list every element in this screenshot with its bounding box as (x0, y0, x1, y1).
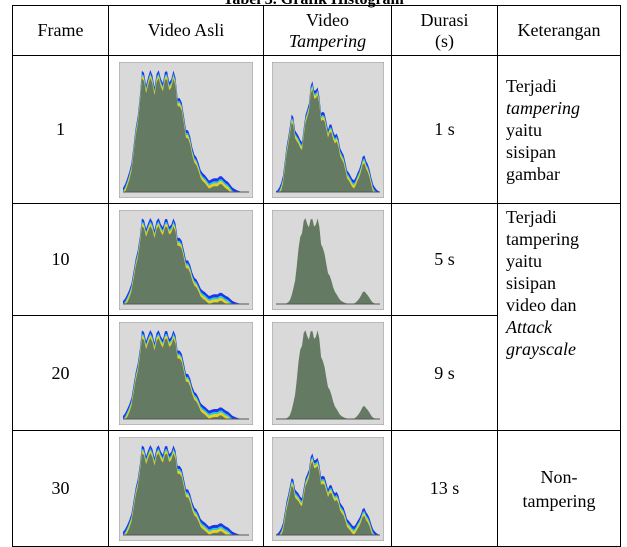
header-text: Video (306, 10, 349, 30)
row: 1 1 s Terjadi tampering yaitu sisipan ga… (13, 56, 621, 204)
header-cell: Frame (13, 6, 109, 56)
note-cell: Non- tampering (498, 431, 621, 547)
header-cell: Durasi(s) (392, 6, 498, 56)
frame-cell: 30 (13, 431, 109, 547)
note-text: video dan (506, 295, 576, 315)
histogram-image (119, 437, 253, 541)
note-text: Attack (506, 317, 552, 337)
row: 10 5 s Terjadi tampering yaitu sisipan v… (13, 204, 621, 316)
histogram-image (119, 322, 253, 425)
duration-cell: 9 s (392, 316, 498, 431)
note-cell: Terjadi tampering yaitu sisipan video da… (498, 204, 621, 431)
note-text: tampering (506, 98, 580, 118)
header-cell: Keterangan (498, 6, 621, 56)
frame-cell: 10 (13, 204, 109, 316)
histogram-image (272, 437, 384, 541)
image-cell (264, 316, 392, 431)
note-text: Terjadi (506, 76, 557, 96)
duration-cell: 13 s (392, 431, 498, 547)
header-text: Tampering (289, 31, 366, 51)
note-text: tampering (506, 229, 579, 249)
page: Tabel 3. Grafik Histogram Frame Video As… (0, 0, 627, 546)
header-text: (s) (435, 31, 454, 51)
note-text: sisipan (506, 142, 556, 162)
note-text: Non- (541, 467, 578, 487)
duration-cell: 5 s (392, 204, 498, 316)
note-text: tampering (523, 491, 596, 511)
histogram-image (272, 62, 384, 198)
note-text: grayscale (506, 339, 576, 359)
note-text: gambar (506, 164, 560, 184)
image-cell (264, 204, 392, 316)
histogram-image (272, 210, 384, 310)
histogram-image (272, 322, 384, 425)
image-cell (264, 56, 392, 204)
image-cell (109, 204, 264, 316)
note-text: Terjadi (506, 207, 557, 227)
image-cell (109, 56, 264, 204)
frame-cell: 20 (13, 316, 109, 431)
image-cell (109, 316, 264, 431)
note-text: yaitu (506, 120, 542, 140)
header-cell: Video Asli (109, 6, 264, 56)
row: 30 13 s Non- tampering (13, 431, 621, 547)
histogram-image (119, 62, 253, 198)
note-cell: Terjadi tampering yaitu sisipan gambar (498, 56, 621, 204)
header-text: Durasi (421, 10, 469, 30)
image-cell (109, 431, 264, 547)
frame-cell: 1 (13, 56, 109, 204)
note-text: yaitu (506, 251, 542, 271)
image-cell (264, 431, 392, 547)
histogram-image (119, 210, 253, 310)
note-text: sisipan (506, 273, 556, 293)
duration-cell: 1 s (392, 56, 498, 204)
